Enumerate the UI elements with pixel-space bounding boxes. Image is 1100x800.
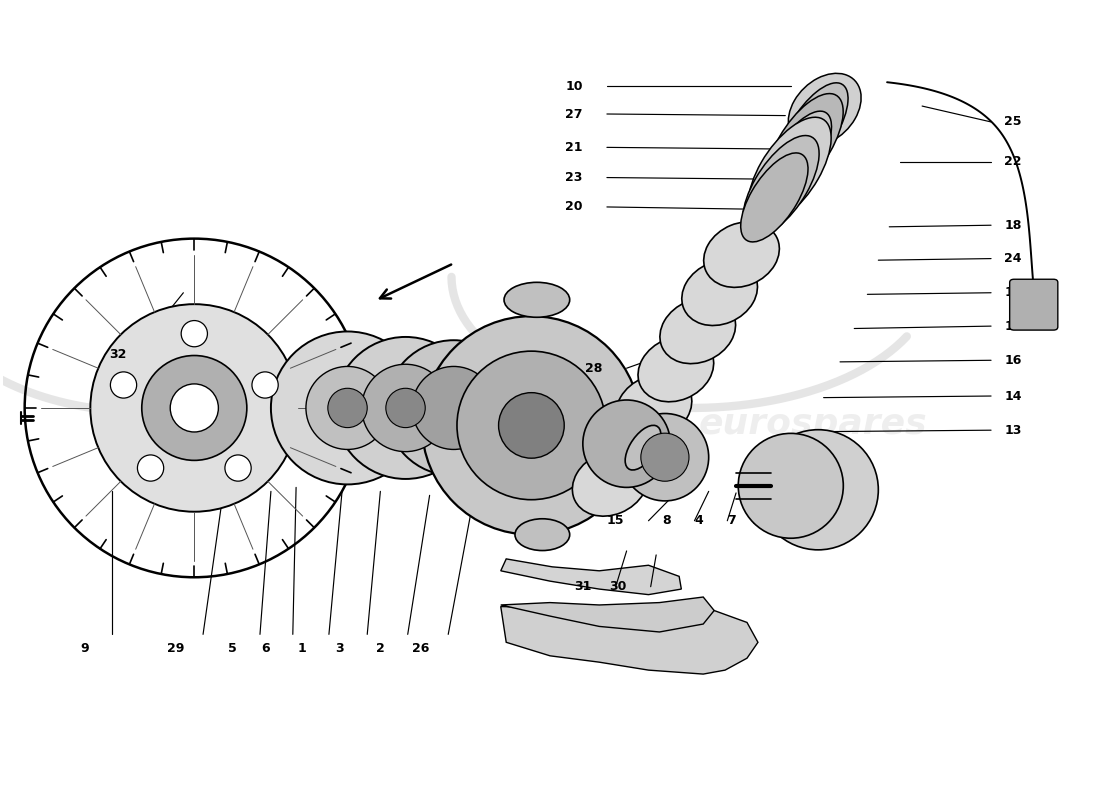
Ellipse shape <box>90 304 298 512</box>
Ellipse shape <box>498 393 564 458</box>
Text: 17: 17 <box>1004 320 1022 333</box>
Ellipse shape <box>641 433 689 482</box>
Ellipse shape <box>515 518 570 550</box>
Ellipse shape <box>742 135 820 237</box>
Ellipse shape <box>328 388 367 428</box>
Ellipse shape <box>422 316 641 534</box>
Text: 11: 11 <box>784 514 802 527</box>
Ellipse shape <box>740 153 808 242</box>
Ellipse shape <box>594 413 670 478</box>
Polygon shape <box>500 559 681 594</box>
Ellipse shape <box>271 331 425 485</box>
Text: 20: 20 <box>565 201 583 214</box>
Ellipse shape <box>621 414 708 501</box>
Text: 10: 10 <box>565 80 583 93</box>
Ellipse shape <box>767 94 844 194</box>
Text: 26: 26 <box>412 642 429 655</box>
Ellipse shape <box>412 366 495 450</box>
Text: 2: 2 <box>376 642 385 655</box>
Ellipse shape <box>252 372 278 398</box>
Text: 21: 21 <box>565 141 583 154</box>
Ellipse shape <box>780 83 848 174</box>
Ellipse shape <box>625 426 661 470</box>
Text: 29: 29 <box>167 642 185 655</box>
Text: 9: 9 <box>80 642 89 655</box>
Ellipse shape <box>738 434 844 538</box>
Ellipse shape <box>761 111 832 207</box>
Text: 23: 23 <box>565 171 583 184</box>
Ellipse shape <box>142 355 246 460</box>
Text: eurospares: eurospares <box>151 407 380 441</box>
Ellipse shape <box>660 298 736 364</box>
Ellipse shape <box>306 366 389 450</box>
Text: 1: 1 <box>297 642 306 655</box>
FancyBboxPatch shape <box>1010 279 1058 330</box>
Text: 5: 5 <box>228 642 236 655</box>
Polygon shape <box>500 597 714 632</box>
Ellipse shape <box>386 340 521 476</box>
Text: 8: 8 <box>662 514 670 527</box>
Text: 7: 7 <box>727 514 736 527</box>
Ellipse shape <box>572 450 648 516</box>
Ellipse shape <box>504 282 570 318</box>
Ellipse shape <box>638 336 714 402</box>
Text: 24: 24 <box>1004 252 1022 265</box>
Ellipse shape <box>682 260 758 326</box>
Ellipse shape <box>334 337 476 479</box>
Ellipse shape <box>789 74 861 146</box>
Ellipse shape <box>224 455 251 481</box>
Text: 18: 18 <box>1004 218 1022 232</box>
Ellipse shape <box>704 222 780 287</box>
Text: 32: 32 <box>109 348 126 362</box>
Polygon shape <box>500 606 758 674</box>
Text: 14: 14 <box>1004 390 1022 402</box>
Text: 22: 22 <box>1004 155 1022 168</box>
Text: 4: 4 <box>694 514 703 527</box>
Ellipse shape <box>456 351 606 500</box>
Ellipse shape <box>182 321 208 346</box>
Text: 25: 25 <box>1004 115 1022 129</box>
Ellipse shape <box>138 455 164 481</box>
Ellipse shape <box>386 388 426 428</box>
Ellipse shape <box>758 430 878 550</box>
Text: 28: 28 <box>585 362 603 374</box>
Text: 31: 31 <box>574 580 592 593</box>
Text: 27: 27 <box>565 107 583 121</box>
Text: 13: 13 <box>1004 424 1022 437</box>
Text: 30: 30 <box>609 580 627 593</box>
Text: 19: 19 <box>1004 286 1022 299</box>
Ellipse shape <box>362 364 449 452</box>
Text: eurospares: eurospares <box>698 407 927 441</box>
Text: 15: 15 <box>607 514 625 527</box>
Text: 16: 16 <box>1004 354 1022 366</box>
Text: 12: 12 <box>751 514 769 527</box>
Ellipse shape <box>748 118 832 224</box>
Ellipse shape <box>170 384 219 432</box>
Text: 6: 6 <box>261 642 270 655</box>
Text: 3: 3 <box>336 642 344 655</box>
Ellipse shape <box>110 372 136 398</box>
Ellipse shape <box>616 374 692 440</box>
Ellipse shape <box>583 400 670 487</box>
